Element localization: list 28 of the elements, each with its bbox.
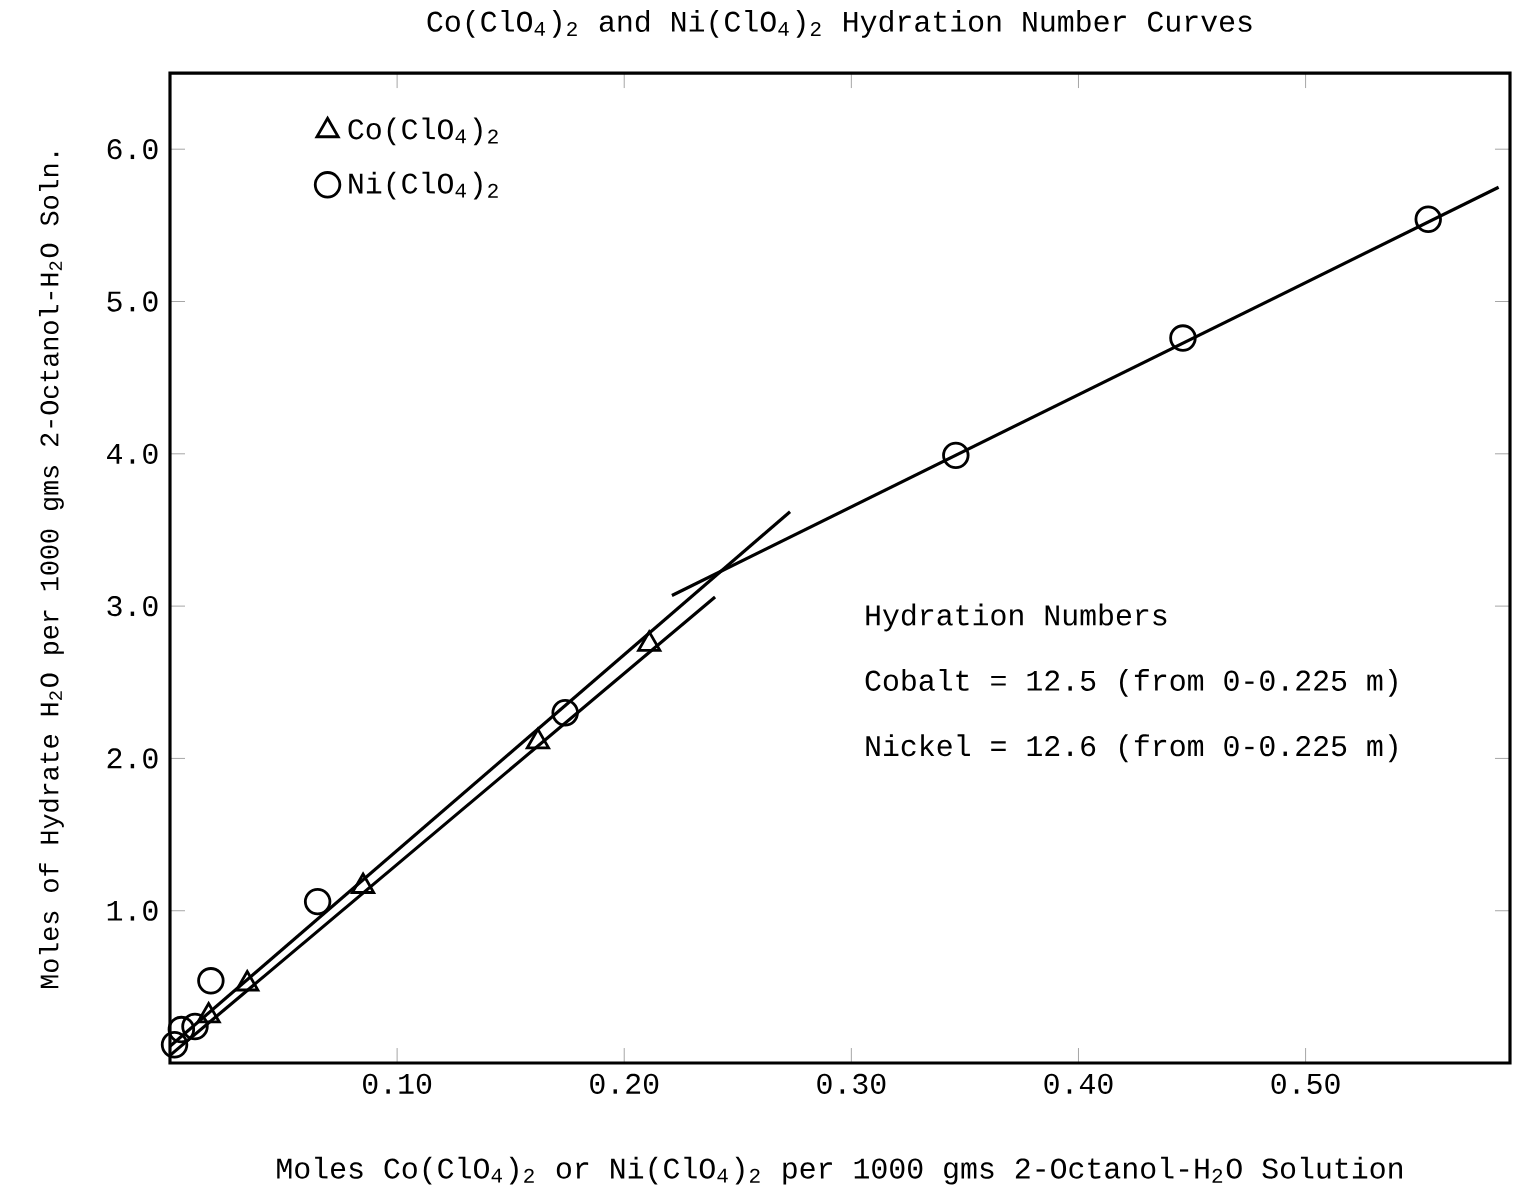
point — [942, 441, 970, 470]
point — [1414, 205, 1442, 234]
point — [181, 1012, 209, 1041]
y-tick-label: 5.0 — [107, 291, 158, 312]
x-tick-label: 0.40 — [1044, 1073, 1113, 1095]
point — [167, 1016, 196, 1044]
point — [551, 699, 579, 727]
y-tick-label: 3.0 — [107, 596, 158, 617]
y-axis-title: Moles of Hydrate H$_{2}$O per 1000 gms 2-Octanol-H$_{2}$O Soln. — [38, 153, 64, 989]
point — [1169, 324, 1197, 352]
legend-label: Ni(ClO$_{4}$)$_{2}$ — [349, 171, 498, 200]
x-tick-label: 0.10 — [363, 1073, 432, 1095]
chart-title: Co(ClO$_{4}$)$_{2}$ and Ni(ClO$_{4}$)$_{2}$ Hydration Number Curves — [427, 10, 1252, 38]
point — [197, 967, 225, 995]
text: Moles Co(ClO$_{4}$)$_{2}$ or Ni(ClO$_{4}$)$_{2}$ per 1000 gms 2-Octanol-H$_{2}$O Solution — [277, 1156, 1402, 1185]
annotation: Nickel = 12.6 (from 0-0.225 m) — [866, 734, 1397, 763]
x-tick-label: 0.50 — [1271, 1073, 1340, 1095]
y-tick-label: 2.0 — [107, 748, 158, 769]
y-tick-label: 6.0 — [107, 139, 158, 160]
x-tick-label: 0.20 — [590, 1073, 659, 1095]
annotation: Cobalt = 12.5 (from 0-0.225 m) — [865, 669, 1397, 697]
x-tick-label: 0.30 — [817, 1073, 886, 1095]
annotation: Hydration Numbers — [866, 603, 1167, 632]
legend-label: Co(ClO$_{4}$)$_{2}$ — [348, 117, 498, 146]
y-tick-label: 4.0 — [107, 443, 158, 465]
point — [303, 888, 332, 916]
point — [160, 1031, 189, 1059]
y-tick-label: 1.0 — [107, 900, 158, 922]
